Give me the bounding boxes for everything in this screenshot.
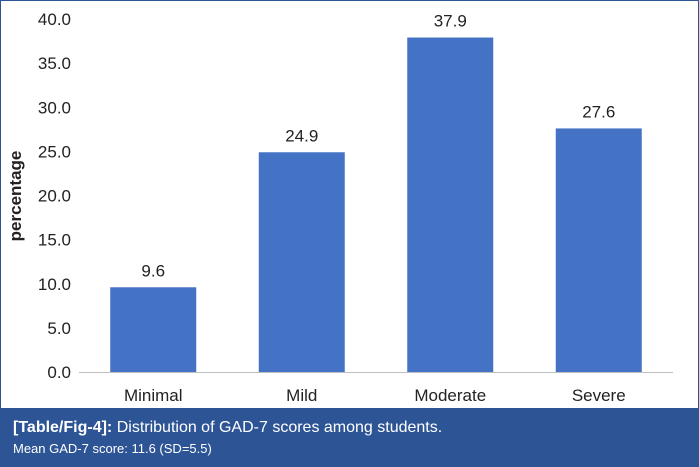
x-category-label: Severe [572, 386, 626, 405]
y-axis-ticks: 0.0 5.0 10.0 15.0 20.0 25.0 30.0 35.0 40.0 [38, 10, 71, 382]
x-axis-labels: Minimal Mild Moderate Severe [124, 386, 626, 405]
chart-area: 0.0 5.0 10.0 15.0 20.0 25.0 30.0 35.0 40.0 9.6 24… [1, 1, 698, 408]
bar-value-label: 9.6 [141, 261, 165, 280]
bar-chart: 0.0 5.0 10.0 15.0 20.0 25.0 30.0 35.0 40.0 9.6 24… [6, 10, 673, 405]
y-tick-label: 20.0 [38, 187, 71, 206]
y-tick-label: 30.0 [38, 98, 71, 117]
bar-mild [258, 152, 345, 372]
caption-title: [Table/Fig-4]: Distribution of GAD-7 sco… [13, 417, 698, 439]
bar-value-label: 37.9 [434, 12, 467, 31]
x-category-label: Mild [286, 386, 317, 405]
bar-minimal [110, 287, 197, 372]
bar-moderate [407, 37, 494, 372]
caption-text: Distribution of GAD-7 scores among stude… [116, 419, 443, 436]
y-tick-label: 15.0 [38, 231, 71, 250]
x-category-label: Minimal [124, 386, 183, 405]
y-tick-label: 0.0 [47, 363, 71, 382]
y-tick-label: 10.0 [38, 275, 71, 294]
y-tick-label: 5.0 [47, 319, 71, 338]
value-labels: 9.6 24.9 37.9 27.6 [141, 12, 615, 281]
y-tick-label: 40.0 [38, 10, 71, 29]
caption-tag: [Table/Fig-4]: [13, 419, 113, 436]
x-category-label: Moderate [414, 386, 486, 405]
y-axis-label: percentage [6, 151, 25, 242]
caption-subtext: Mean GAD-7 score: 11.6 (SD=5.5) [13, 441, 212, 456]
bar-value-label: 24.9 [285, 126, 318, 145]
figure-caption: [Table/Fig-4]: Distribution of GAD-7 sco… [1, 408, 698, 466]
bar-value-label: 27.6 [582, 102, 615, 121]
bar-severe [555, 128, 642, 372]
y-tick-label: 25.0 [38, 142, 71, 161]
y-tick-label: 35.0 [38, 54, 71, 73]
bars [110, 37, 642, 372]
